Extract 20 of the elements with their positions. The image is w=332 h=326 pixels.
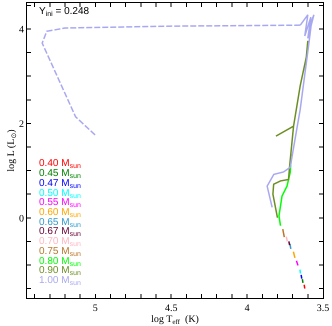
y-tick-label: 0 bbox=[19, 213, 24, 224]
text: 0.70 M$_{sun}$ bbox=[39, 236, 81, 248]
text: 0.90 M$_{sun}$ bbox=[39, 265, 81, 278]
text: 0.60 M$_{sun}$ bbox=[39, 207, 81, 220]
y-tick-label: 2 bbox=[19, 118, 24, 130]
text: 0.45 M$_{sun}$ bbox=[39, 168, 81, 180]
y-tick-label: 4 bbox=[19, 24, 24, 36]
annotation: Y$_{ini}$ = 0.248 bbox=[39, 6, 90, 18]
x-tick-label: 3.5 bbox=[316, 303, 330, 314]
line-series bbox=[272, 40, 309, 219]
x-tick-label: 4 bbox=[244, 303, 250, 314]
text: 0.75 M$_{sun}$ bbox=[39, 246, 81, 258]
x-axis-title: log T$_{eff}$ (K) bbox=[151, 314, 199, 326]
x-tick-label: 5 bbox=[92, 303, 98, 314]
text: 0.55 M$_{sun}$ bbox=[39, 197, 81, 210]
text: 0.67 M$_{sun}$ bbox=[39, 226, 81, 238]
text: 1.00 M$_{sun}$ bbox=[39, 275, 81, 288]
text: 0.40 M$_{sun}$ bbox=[39, 158, 81, 170]
x-tick-label: 4.5 bbox=[164, 303, 178, 314]
text: 0.47 M$_{sun}$ bbox=[39, 178, 81, 190]
